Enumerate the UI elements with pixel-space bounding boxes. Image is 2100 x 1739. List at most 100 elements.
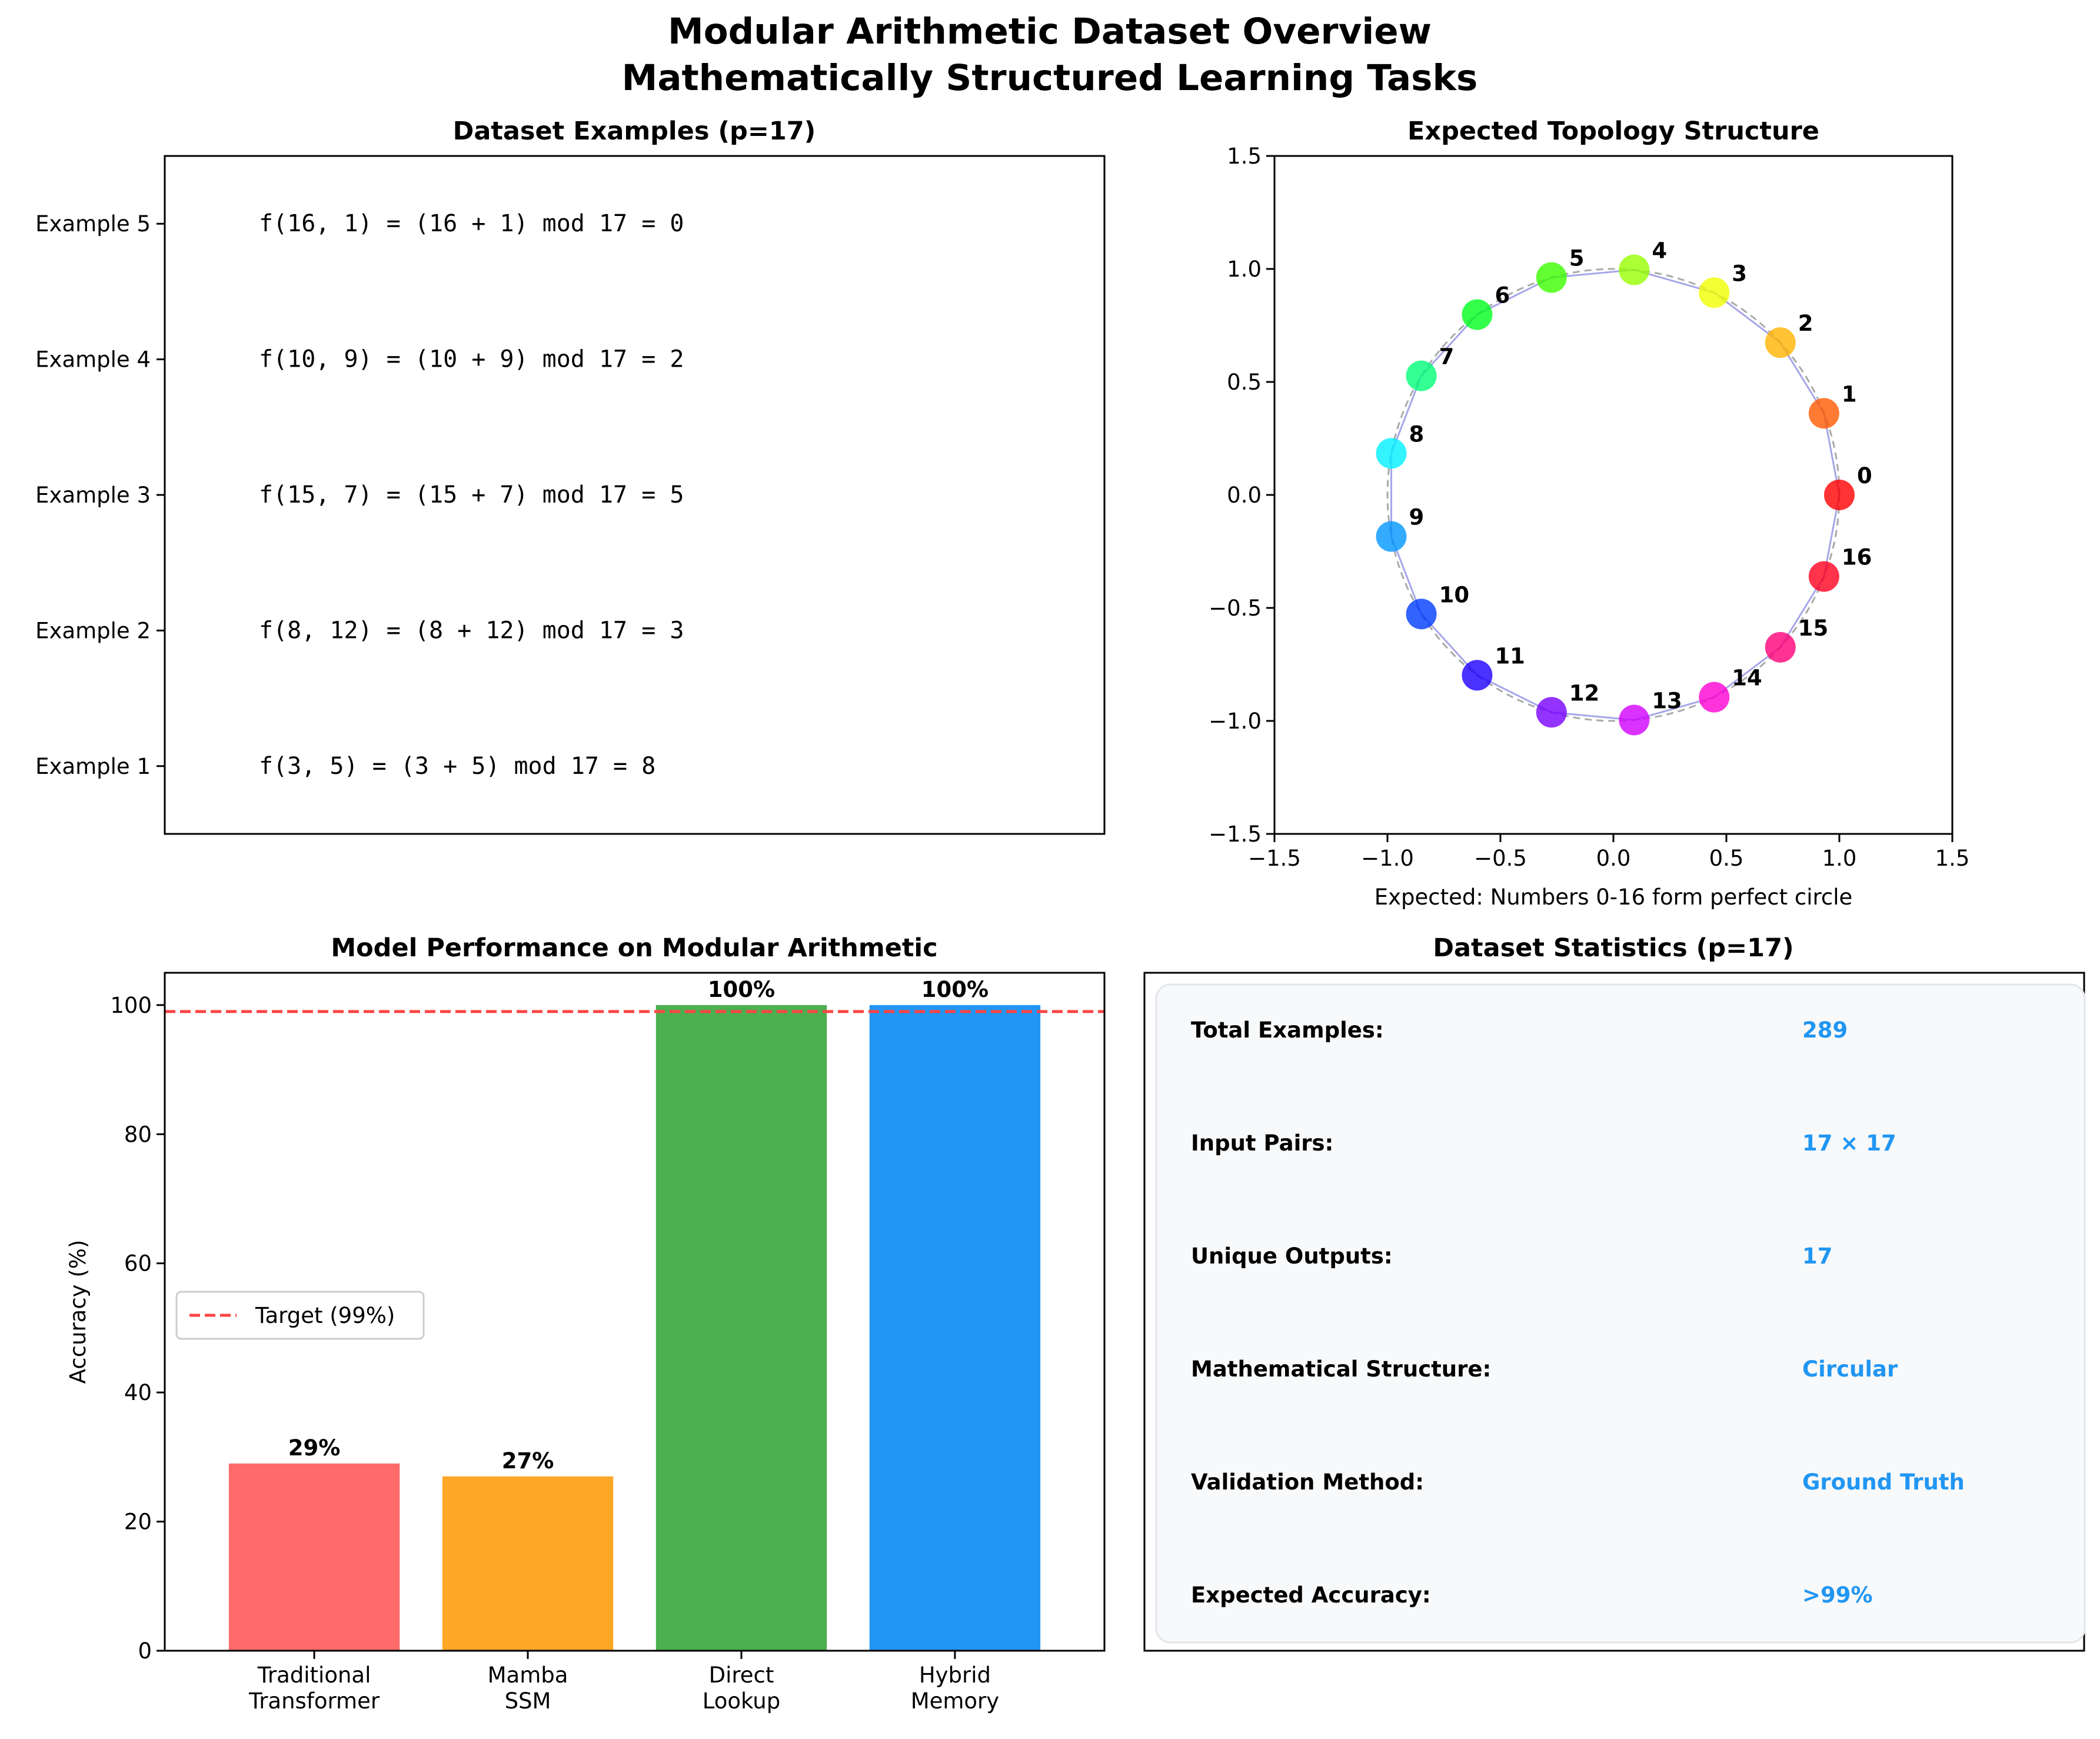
topology-point	[1765, 327, 1796, 358]
bar-ytick-label: 0	[138, 1638, 152, 1664]
stat-value: >99%	[1802, 1582, 1873, 1608]
topology-xtick-label: −1.0	[1361, 846, 1414, 871]
topology-ytick-label: −0.5	[1209, 596, 1262, 621]
bar-xtick-label-line2: Transformer	[248, 1688, 380, 1714]
topology-point-label: 0	[1857, 463, 1872, 488]
performance-panel: Model Performance on Modular Arithmetic …	[65, 933, 1106, 1714]
topology-point	[1699, 277, 1730, 308]
topology-xtick-label: 0.0	[1596, 846, 1631, 871]
topology-panel: Expected Topology Structure 012345678910…	[1209, 117, 1969, 910]
performance-ylabel: Accuracy (%)	[65, 1240, 91, 1384]
statistics-card	[1155, 983, 2086, 1644]
bar-xtick-label-line2: Lookup	[703, 1688, 780, 1714]
bar	[442, 1476, 614, 1651]
bar	[228, 1463, 400, 1651]
topology-point-label: 9	[1409, 505, 1425, 530]
topology-point	[1536, 697, 1567, 728]
topology-ytick-label: −1.0	[1209, 709, 1262, 734]
stat-value: Circular	[1802, 1356, 1898, 1382]
topology-xlabel: Expected: Numbers 0-16 form perfect circ…	[1375, 885, 1853, 910]
topology-point-label: 1	[1842, 381, 1857, 407]
topology-point	[1406, 598, 1437, 630]
example-label: Example 3	[35, 483, 151, 508]
bar-value-label: 100%	[921, 977, 989, 1002]
stat-label: Total Examples:	[1191, 1018, 1384, 1043]
bar	[655, 1005, 827, 1651]
legend-target-label: Target (99%)	[255, 1303, 395, 1328]
topology-point	[1619, 254, 1650, 285]
performance-title: Model Performance on Modular Arithmetic	[331, 933, 937, 963]
example-equation: f(8, 12) = (8 + 12) mod 17 = 3	[259, 617, 684, 644]
performance-frame	[164, 972, 1106, 1652]
topology-ytick-label: 0.0	[1227, 483, 1262, 508]
example-equation: f(3, 5) = (3 + 5) mod 17 = 8	[259, 753, 655, 780]
topology-xtick-label: 0.5	[1709, 846, 1744, 871]
bar-xtick-label-line1: Mamba	[488, 1662, 568, 1688]
topology-point	[1699, 681, 1730, 713]
topology-point-label: 15	[1798, 616, 1829, 641]
topology-point	[1808, 561, 1839, 592]
topology-point-label: 12	[1569, 680, 1600, 706]
topology-xtick-label: −0.5	[1474, 846, 1527, 871]
topology-point-label: 3	[1732, 261, 1747, 286]
example-label: Example 2	[35, 618, 151, 643]
legend-box	[175, 1291, 425, 1340]
topology-point-label: 11	[1495, 643, 1525, 669]
topology-point-label: 13	[1652, 688, 1682, 713]
stat-value: 17	[1802, 1243, 1833, 1269]
statistics-panel: Dataset Statistics (p=17) Total Examples…	[1143, 933, 2086, 1652]
example-label: Example 5	[35, 211, 151, 237]
stat-value: Ground Truth	[1802, 1469, 1965, 1495]
example-equation: f(10, 9) = (10 + 9) mod 17 = 2	[259, 346, 684, 373]
example-label: Example 1	[35, 754, 151, 779]
topology-point	[1376, 438, 1407, 469]
topology-point-label: 5	[1569, 246, 1585, 271]
stat-value: 289	[1802, 1018, 1848, 1043]
topology-point-label: 6	[1495, 283, 1510, 308]
topology-xtick-label: −1.5	[1248, 846, 1301, 871]
topology-point	[1824, 480, 1855, 510]
stat-label: Unique Outputs:	[1191, 1243, 1393, 1269]
example-equation: f(16, 1) = (16 + 1) mod 17 = 0	[259, 210, 684, 237]
stat-label: Mathematical Structure:	[1191, 1356, 1491, 1382]
bar-ytick-label: 100	[110, 993, 152, 1018]
figure-title-line2: Mathematically Structured Learning Tasks	[622, 57, 1478, 99]
bar-ytick-label: 60	[124, 1251, 152, 1276]
statistics-title: Dataset Statistics (p=17)	[1433, 933, 1793, 963]
stat-label: Expected Accuracy:	[1191, 1582, 1431, 1608]
topology-ytick-label: −1.5	[1209, 822, 1262, 847]
examples-title: Dataset Examples (p=17)	[453, 117, 816, 146]
topology-point-label: 8	[1409, 421, 1425, 447]
example-equation: f(15, 7) = (15 + 7) mod 17 = 5	[259, 481, 684, 508]
topology-xtick-label: 1.5	[1935, 846, 1970, 871]
topology-point-label: 10	[1439, 582, 1470, 607]
topology-point-label: 16	[1842, 545, 1872, 570]
topology-point-label: 4	[1652, 238, 1667, 264]
bar	[869, 1005, 1041, 1651]
topology-ytick-label: 1.0	[1227, 257, 1262, 282]
stat-label: Input Pairs:	[1191, 1130, 1333, 1156]
topology-point	[1406, 360, 1437, 391]
topology-point	[1462, 299, 1493, 330]
bar-ytick-label: 80	[124, 1122, 152, 1147]
performance-legend: Target (99%)	[175, 1291, 425, 1340]
topology-point	[1376, 521, 1407, 552]
topology-ytick-label: 1.5	[1227, 144, 1262, 169]
bar-value-label: 29%	[288, 1435, 341, 1461]
topology-point-label: 14	[1732, 666, 1762, 691]
topology-point	[1536, 262, 1567, 293]
bar-xtick-label-line1: Traditional	[257, 1662, 371, 1688]
bar-value-label: 27%	[502, 1448, 554, 1474]
topology-title: Expected Topology Structure	[1407, 117, 1819, 146]
bar-xtick-label-line1: Hybrid	[919, 1662, 991, 1688]
topology-ytick-label: 0.5	[1227, 370, 1262, 395]
bar-ytick-label: 40	[124, 1380, 152, 1405]
topology-point	[1808, 398, 1839, 429]
examples-panel: Dataset Examples (p=17) Example 5 f(16, 1…	[35, 117, 1106, 835]
topology-point-label: 7	[1439, 344, 1455, 370]
stat-value: 17 × 17	[1802, 1130, 1896, 1156]
bar-xtick-label-line2: SSM	[505, 1688, 551, 1714]
bar-xtick-label-line1: Direct	[709, 1662, 774, 1688]
bar-value-label: 100%	[708, 977, 775, 1002]
